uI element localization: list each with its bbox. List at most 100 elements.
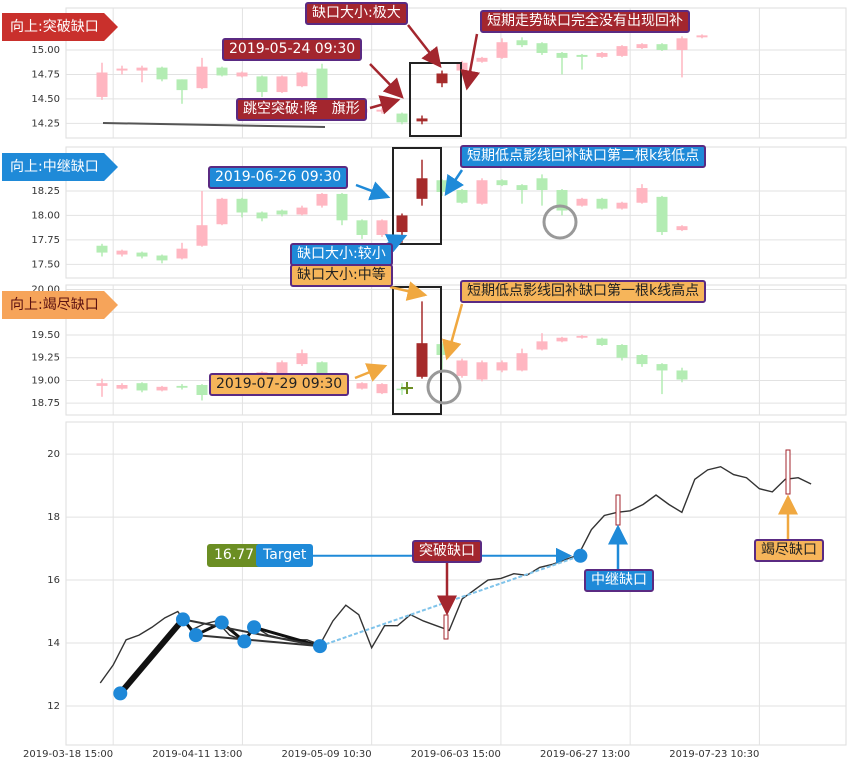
arrow <box>355 181 391 201</box>
y-tick-label: 14.50 <box>31 94 60 105</box>
plot-frame <box>65 7 847 139</box>
candle-body <box>96 383 108 386</box>
y-tick-label: 20.00 <box>31 285 60 296</box>
candle-body <box>536 341 548 350</box>
candle-body <box>176 385 188 388</box>
circle-mark <box>426 369 462 405</box>
y-tick-label: 19.50 <box>31 330 60 341</box>
candle-body <box>416 178 428 199</box>
pattern-point <box>113 686 128 701</box>
circle-mark <box>542 204 578 240</box>
annotation: 短期走势缺口完全没有出现回补 <box>480 10 690 33</box>
candle-body <box>356 220 368 235</box>
candle-body <box>536 178 548 191</box>
gap-candle <box>443 614 449 640</box>
y-tick-label: 18 <box>47 512 60 523</box>
trend-line <box>102 122 326 128</box>
candle-body <box>476 362 488 380</box>
pattern-point <box>247 620 262 635</box>
candle-body <box>296 72 308 87</box>
candle-body <box>596 338 608 345</box>
candle-body <box>536 43 548 53</box>
arrow <box>444 169 465 197</box>
x-tick-label: 2019-05-09 10:30 <box>282 749 372 760</box>
candle-body <box>636 188 648 203</box>
gap-box <box>392 147 442 245</box>
candle-body <box>196 225 208 246</box>
candle-body <box>416 343 428 377</box>
y-tick-label: 14.75 <box>31 69 60 80</box>
annotation: 2019-06-26 09:30 <box>208 166 349 189</box>
candle-body <box>476 180 488 204</box>
candle-body <box>96 72 108 97</box>
candle-body <box>276 362 288 375</box>
candle-body <box>316 193 328 206</box>
y-tick-label: 17.75 <box>31 235 60 246</box>
candle-body <box>116 68 128 71</box>
candle-body <box>136 67 148 71</box>
candle-body <box>396 113 408 123</box>
y-tick-label: 12 <box>47 701 60 712</box>
y-tick-label: 14.25 <box>31 118 60 129</box>
candle-body <box>556 52 568 58</box>
candle-body <box>616 345 628 358</box>
candle-body <box>256 212 268 219</box>
candle-body <box>556 190 568 211</box>
annotation: 短期低点影线回补缺口第二根k线低点 <box>460 145 707 168</box>
candle-body <box>516 185 528 191</box>
cross-mark <box>401 382 413 394</box>
candle-body <box>456 190 468 203</box>
candle-body <box>656 196 668 233</box>
overlay <box>102 24 798 640</box>
pattern-point <box>188 628 203 643</box>
candle-body <box>196 385 208 395</box>
arrow <box>442 303 464 361</box>
candle-body <box>196 66 208 89</box>
annotation: 2019-07-29 09:30 <box>209 373 350 396</box>
candle-body <box>596 52 608 57</box>
candle-body <box>496 180 508 186</box>
candle-body <box>496 362 508 371</box>
candle-body <box>296 353 308 365</box>
candle-body <box>216 67 228 76</box>
y-tick-label: 19.25 <box>31 353 60 364</box>
candle-body <box>176 79 188 91</box>
candle-body <box>256 76 268 93</box>
candle-body <box>276 76 288 93</box>
arrow <box>407 24 442 68</box>
arrows <box>354 24 798 616</box>
candle-body <box>376 220 388 235</box>
pattern-point <box>237 634 252 649</box>
candle-body <box>496 42 508 58</box>
candle-body <box>156 386 168 391</box>
x-tick-label: 2019-07-23 10:30 <box>669 749 759 760</box>
candle-body <box>656 364 668 371</box>
pattern-line <box>117 617 186 696</box>
annotation: 缺口大小:极大 <box>305 2 408 25</box>
candle-body <box>676 38 688 51</box>
candle-body <box>316 362 328 376</box>
candle-body <box>96 245 108 253</box>
annotation: 缺口大小:中等 <box>290 264 393 287</box>
panel-title: 向上:中继缺口 <box>2 153 118 181</box>
candle-body <box>676 226 688 231</box>
candle-body <box>116 250 128 255</box>
candle-body <box>236 198 248 213</box>
candle-body <box>616 202 628 209</box>
y-tick-label: 20 <box>47 449 60 460</box>
annotation: 短期低点影线回补缺口第一根k线高点 <box>460 280 707 303</box>
plots: 14.25 14.50 14.75 15.00 17.50 17.75 18.00 18.25… <box>23 7 847 760</box>
candle-body <box>156 255 168 261</box>
candle-body <box>576 335 588 338</box>
candle-body <box>636 44 648 49</box>
candle-body <box>456 360 468 376</box>
target-label: Target <box>256 544 314 567</box>
pattern-point <box>214 615 229 630</box>
arrow <box>369 95 401 115</box>
candle-body <box>216 198 228 225</box>
candle-body <box>516 353 528 371</box>
target-value: 16.77 <box>207 544 262 567</box>
panel-title: 向上:突破缺口 <box>2 13 118 41</box>
arrow <box>369 63 404 99</box>
